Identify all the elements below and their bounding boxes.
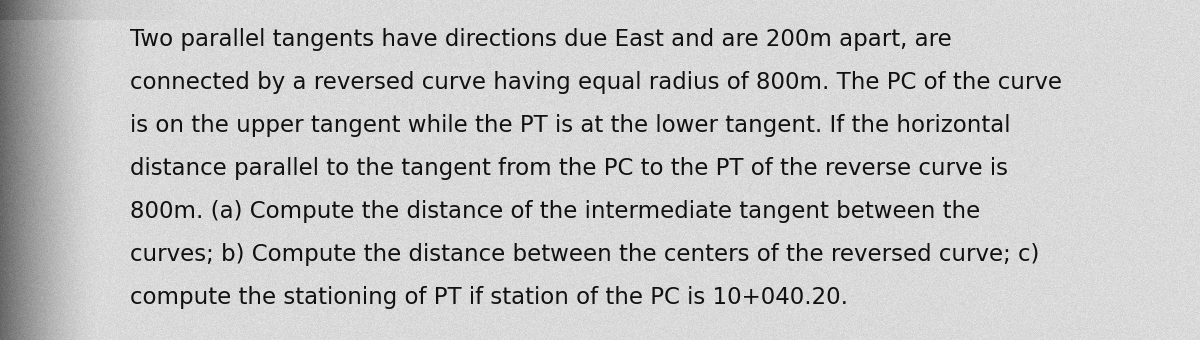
Text: curves; b) Compute the distance between the centers of the reversed curve; c): curves; b) Compute the distance between … (130, 243, 1039, 266)
Text: compute the stationing of PT if station of the PC is 10+040.20.: compute the stationing of PT if station … (130, 286, 848, 309)
Text: 800m. (a) Compute the distance of the intermediate tangent between the: 800m. (a) Compute the distance of the in… (130, 200, 980, 223)
Text: Two parallel tangents have directions due East and are 200m apart, are: Two parallel tangents have directions du… (130, 28, 952, 51)
Text: is on the upper tangent while the PT is at the lower tangent. If the horizontal: is on the upper tangent while the PT is … (130, 114, 1010, 137)
Text: distance parallel to the tangent from the PC to the PT of the reverse curve is: distance parallel to the tangent from th… (130, 157, 1008, 180)
Text: connected by a reversed curve having equal radius of 800m. The PC of the curve: connected by a reversed curve having equ… (130, 71, 1062, 94)
